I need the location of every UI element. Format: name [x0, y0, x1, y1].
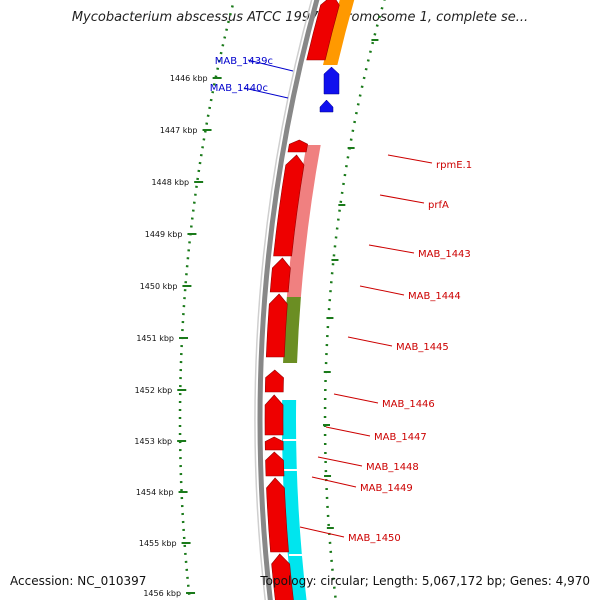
gene-leader-line	[247, 59, 294, 72]
scale-tick-label: 1453 kbp	[134, 437, 172, 446]
gene-label[interactable]: MAB_1448	[366, 462, 419, 473]
gene-leader-line	[387, 154, 433, 164]
gene-arrow-blue	[319, 99, 334, 113]
gene-arrow	[264, 394, 284, 436]
chromosome-backbone	[257, 0, 320, 600]
gene-label[interactable]: prfA	[428, 200, 449, 211]
gene-leader-line	[347, 336, 393, 347]
topology-text: Topology: circular; Length: 5,067,172 bp…	[260, 574, 590, 588]
gene-arrow	[266, 477, 289, 553]
gene-arrow	[264, 369, 284, 393]
scale-tick-label: 1454 kbp	[136, 488, 174, 497]
gene-leader-line	[317, 456, 363, 467]
gene-label[interactable]: MAB_1439c	[215, 56, 273, 67]
band-orange	[322, 0, 355, 66]
scale-tick-label: 1448 kbp	[151, 178, 189, 187]
scale-tick-label: 1456 kbp	[143, 589, 181, 598]
scale-ring-outer	[178, 0, 236, 600]
gene-leader-line	[299, 526, 345, 538]
gene-leader-line	[311, 476, 357, 488]
scale-tick-label: 1450 kbp	[140, 282, 178, 291]
gene-arrow-blue	[323, 66, 340, 95]
gene-label[interactable]: MAB_1445	[396, 342, 449, 353]
gene-leader-line	[333, 393, 379, 404]
scale-tick-label: 1449 kbp	[145, 230, 183, 239]
chromosome-backbone-edge	[254, 0, 313, 600]
gene-leader-line	[379, 194, 425, 204]
gene-arrow	[306, 0, 340, 61]
gene-label[interactable]: MAB_1446	[382, 399, 435, 410]
gene-arrow	[287, 139, 308, 153]
gene-leader-line	[368, 244, 415, 254]
scale-tick-label: 1452 kbp	[135, 386, 173, 395]
accession-text: Accession: NC_010397	[10, 574, 147, 588]
gene-leader-line	[359, 285, 405, 296]
gene-leader-line	[325, 426, 371, 437]
scale-tick-label: 1451 kbp	[136, 334, 174, 343]
band-olive	[283, 297, 301, 363]
gene-label[interactable]: MAB_1444	[408, 291, 461, 302]
scale-tick-label: 1447 kbp	[160, 126, 198, 135]
gene-label[interactable]: MAB_1450	[348, 533, 401, 544]
scale-tick-label: 1455 kbp	[139, 539, 177, 548]
gene-arrow	[264, 436, 284, 451]
gene-label[interactable]: MAB_1443	[418, 249, 471, 260]
gene-label[interactable]: MAB_1447	[374, 432, 427, 443]
gene-arrow	[273, 154, 305, 257]
gene-arrow	[265, 451, 285, 477]
gene-arrow	[265, 293, 288, 358]
scale-tick-label: 1446 kbp	[170, 74, 208, 83]
map-title: Mycobacterium abscessus ATCC 19977 chrom…	[71, 10, 529, 25]
band-pink	[286, 145, 321, 297]
gene-label[interactable]: MAB_1449	[360, 483, 413, 494]
gene-label[interactable]: rpmE.1	[436, 160, 472, 171]
gene-leader-line	[243, 87, 289, 99]
gene-arrow	[269, 257, 291, 293]
gene-arrow	[271, 553, 294, 600]
gene-label[interactable]: MAB_1440c	[210, 83, 268, 94]
